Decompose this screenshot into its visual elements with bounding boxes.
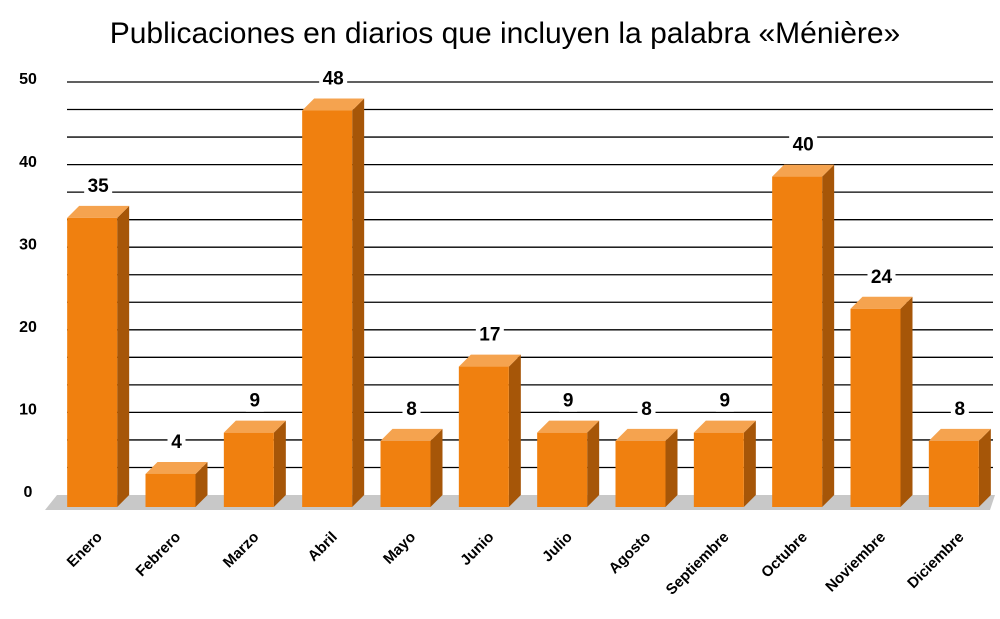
bar: [615, 440, 666, 507]
bar: [850, 308, 901, 507]
bar-top: [380, 428, 443, 441]
bar-side: [195, 461, 208, 507]
data-label: 40: [793, 135, 814, 156]
bar-top: [928, 428, 991, 441]
chart-title: Publicaciones en diarios que incluyen la…: [110, 17, 901, 50]
bar-top: [850, 296, 913, 309]
y-tick-label: 50: [19, 71, 37, 88]
bar-top: [615, 428, 678, 441]
bar: [67, 217, 118, 507]
bar-top: [223, 420, 286, 433]
x-tick-label: Agosto: [606, 529, 655, 578]
bar-side: [273, 420, 286, 507]
bar-top: [693, 420, 756, 433]
bar-side: [508, 354, 521, 507]
bar-side: [430, 428, 443, 507]
y-tick-label: 0: [24, 484, 33, 501]
x-tick-label: Octubre: [758, 529, 811, 582]
x-tick-label: Mayo: [380, 529, 419, 568]
bar-side: [743, 420, 756, 507]
data-label-bg: [402, 397, 421, 420]
bar: [458, 366, 509, 507]
bar: [380, 440, 431, 507]
x-tick-label: Enero: [64, 529, 106, 571]
bar: [223, 432, 274, 507]
data-label-bg: [559, 389, 578, 412]
data-label-bg: [475, 323, 504, 346]
data-label: 8: [955, 399, 966, 420]
bar: [302, 110, 353, 508]
bar-top: [537, 420, 600, 433]
y-tick-label: 20: [19, 319, 37, 336]
y-tick-label: 30: [19, 236, 37, 253]
floor: [45, 495, 995, 510]
data-label-bg: [245, 389, 264, 412]
x-tick-label: Febrero: [133, 529, 185, 581]
data-label-bg: [167, 430, 186, 453]
data-label-bg: [789, 133, 818, 156]
y-tick-label: 40: [19, 154, 37, 171]
data-label: 24: [871, 267, 893, 288]
data-label-bg: [637, 397, 656, 420]
data-label: 9: [563, 391, 574, 412]
data-label: 48: [323, 69, 344, 90]
x-tick-label: Noviembre: [822, 529, 889, 596]
x-tick-label: Junio: [457, 529, 497, 569]
data-label-bg: [715, 389, 734, 412]
x-tick-label: Diciembre: [904, 529, 967, 592]
bar: [693, 432, 744, 507]
data-label: 9: [250, 391, 261, 412]
bar-side: [665, 428, 678, 507]
x-tick-label: Julio: [539, 529, 576, 566]
data-label: 9: [720, 391, 731, 412]
data-label-bg: [319, 67, 348, 90]
bar-top: [302, 98, 365, 111]
data-label-bg: [950, 397, 969, 420]
data-label: 4: [171, 432, 182, 453]
x-tick-label: Septiembre: [663, 529, 733, 599]
bar-side: [900, 296, 913, 507]
y-tick-label: 10: [19, 402, 37, 419]
bar: [772, 176, 823, 507]
x-tick-label: Marzo: [220, 529, 263, 572]
data-label: 17: [479, 325, 500, 346]
bar: [928, 440, 979, 507]
bar-top: [67, 205, 130, 218]
bar-top: [145, 461, 208, 474]
bar: [145, 473, 196, 507]
bar: [537, 432, 588, 507]
data-label: 8: [641, 399, 652, 420]
data-label-bg: [84, 174, 113, 197]
x-tick-label: Abril: [305, 529, 341, 565]
data-label: 35: [88, 176, 110, 197]
bar-side: [978, 428, 991, 507]
bar-top: [772, 164, 835, 177]
bar-side: [117, 205, 130, 507]
data-label: 8: [406, 399, 417, 420]
bar-side: [587, 420, 600, 507]
bar-side: [352, 98, 365, 508]
data-label-bg: [867, 265, 896, 288]
bar-side: [822, 164, 835, 507]
bar-top: [458, 354, 521, 367]
